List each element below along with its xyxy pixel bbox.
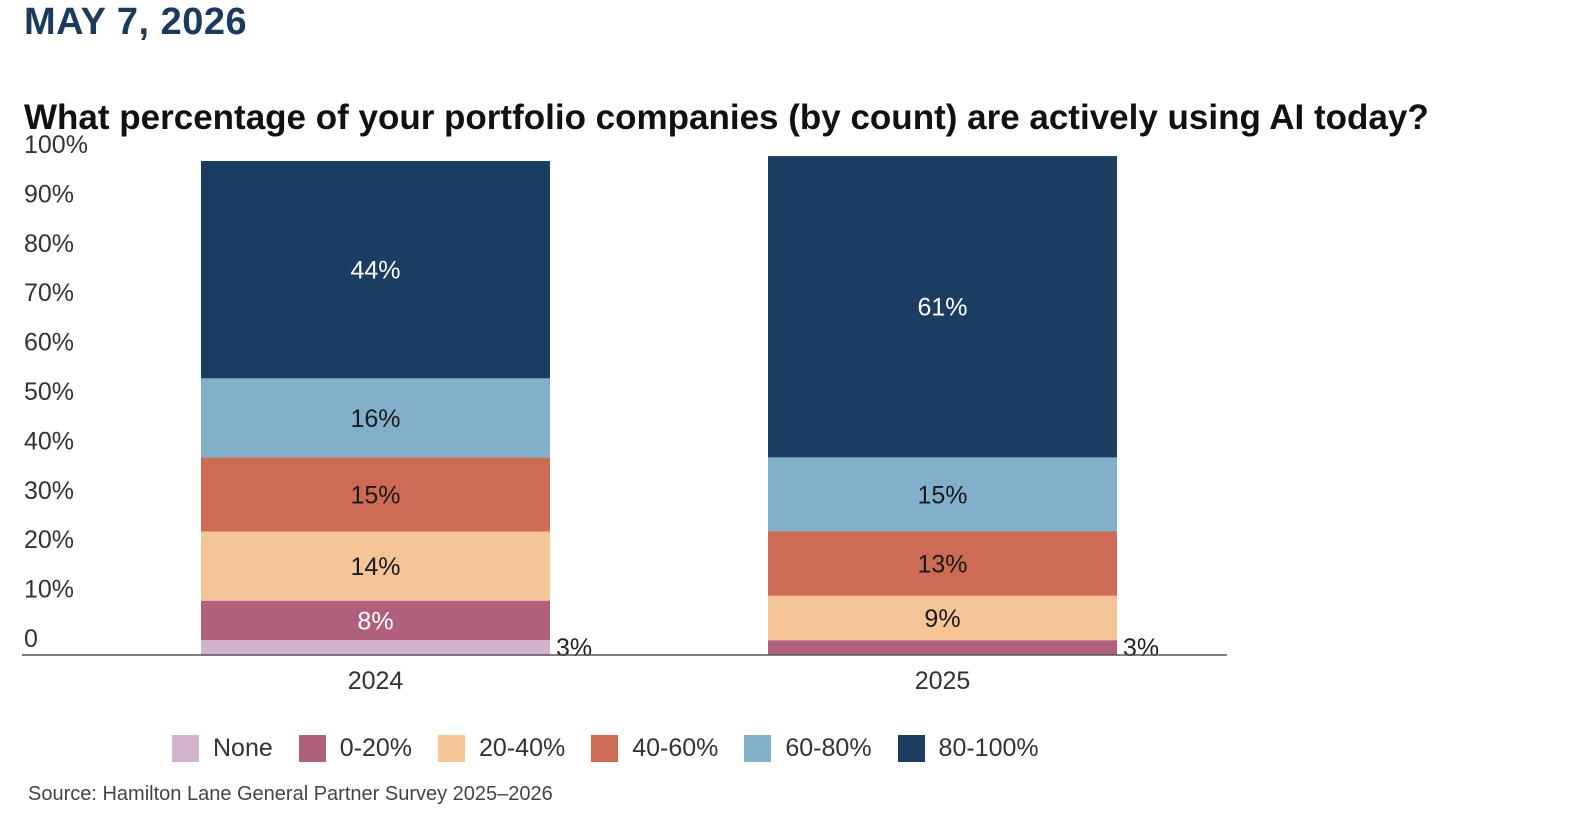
bar-segment-2025-80-100% [768,156,1117,458]
y-tick-label: 80% [24,230,74,258]
y-tick-label: 90% [24,180,74,208]
legend-label: 20-40% [479,733,566,762]
data-label: 15% [917,481,967,509]
y-tick-label: 50% [24,378,74,406]
bar-segment-2024-40-60% [201,457,550,532]
chart-title: What percentage of your portfolio compan… [24,98,1429,137]
data-label: 9% [924,605,960,633]
y-tick-label: 70% [24,279,74,307]
data-label: 3% [556,634,592,662]
legend-item: 20-40% [438,734,565,763]
bar-segment-2024-0-20% [201,600,550,641]
bar-segment-2024-80-100% [201,161,550,379]
legend-item: 60-80% [744,733,872,763]
legend-item: 40-60% [591,734,718,763]
data-label: 3% [1123,634,1159,662]
x-tick-label: 2024 [348,667,404,695]
y-tick-label: 100% [24,131,88,159]
y-tick-label: 40% [24,427,74,455]
bar-segment-2024-None [201,640,550,655]
legend-label: 60-80% [785,733,872,762]
legend-swatch [744,734,772,762]
bar-segment-2024-60-80% [201,378,550,458]
legend-swatch [897,734,925,762]
data-label: 44% [350,257,400,285]
data-label: 13% [917,551,967,579]
data-label: 61% [917,294,967,322]
legend-label: 80-100% [938,733,1039,762]
y-tick-label: 60% [24,329,74,357]
legend-swatch [591,734,619,762]
legend-swatch [298,734,326,762]
legend-swatch [438,734,466,762]
legend-item: None [172,734,273,763]
legend-label: 0-20% [339,733,413,762]
bar-segment-2025-60-80% [768,457,1117,532]
x-tick-label: 2025 [915,667,971,695]
data-label: 16% [350,405,400,433]
bar-segment-2024-20-40% [201,531,550,601]
y-tick-label: 20% [24,526,74,554]
legend-item: 80-100% [897,733,1039,763]
legend-label: 40-60% [632,733,719,762]
y-tick-label: 30% [24,477,74,505]
bar-segment-2025-40-60% [768,531,1117,596]
bar-segment-2025-0-20% [768,640,1117,655]
legend-item: 0-20% [298,733,413,763]
data-label: 14% [350,553,400,581]
legend-label: None [213,733,273,762]
y-tick-label: 0 [24,625,38,653]
source-note: Source: Hamilton Lane General Partner Su… [28,783,553,805]
bar-segment-2025-20-40% [768,595,1117,641]
y-tick-label: 10% [24,576,74,604]
data-label: 15% [350,481,400,509]
chart-legend: None 0-20% 20-40% 40-60% 60-80% 80-100% [172,733,1065,763]
legend-swatch [172,734,199,762]
data-label: 8% [357,607,393,635]
page-date: MAY 7, 2026 [24,1,248,43]
